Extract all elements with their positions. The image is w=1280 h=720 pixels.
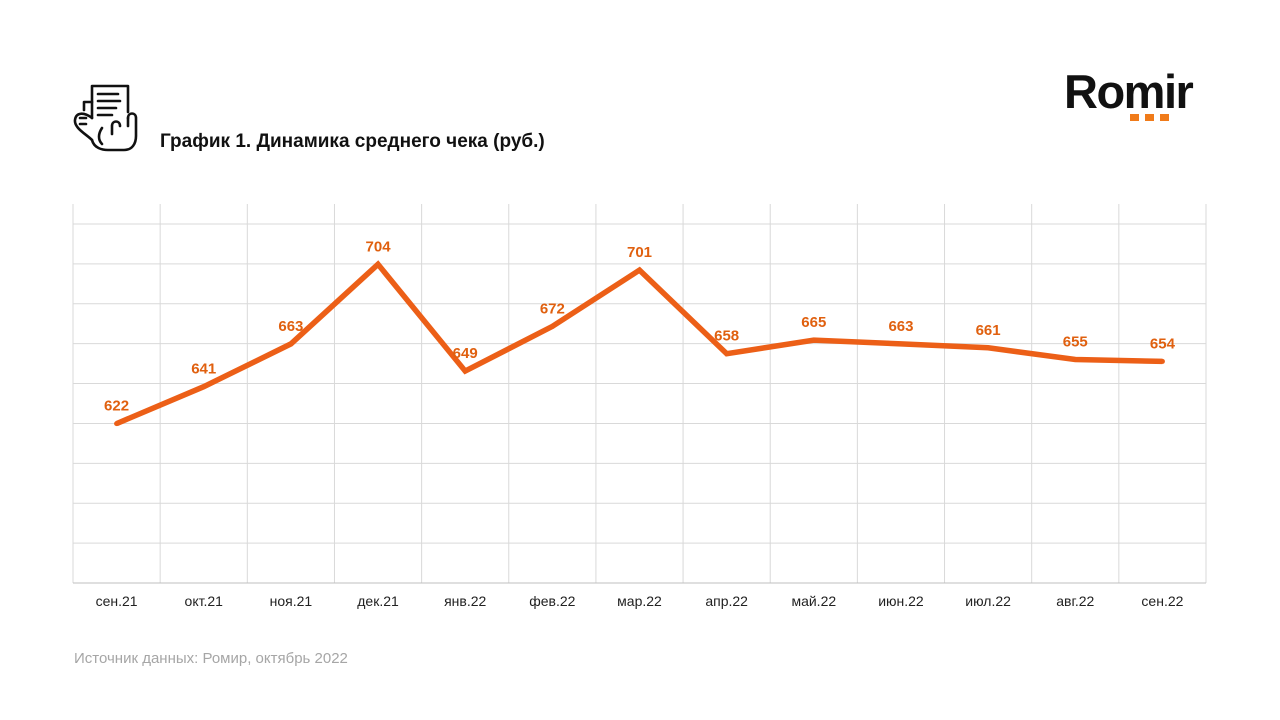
logo-dots [1130, 114, 1169, 121]
data-point [201, 384, 207, 390]
data-point [375, 261, 381, 267]
data-label: 701 [627, 244, 652, 261]
data-label: 672 [540, 300, 565, 317]
x-tick-label: апр.22 [705, 593, 748, 609]
x-tick-label: янв.22 [444, 593, 486, 609]
x-tick-label: фев.22 [529, 593, 575, 609]
logo-dot [1130, 114, 1139, 121]
logo-text: Romir [1064, 65, 1194, 118]
data-point [288, 341, 294, 347]
data-label: 649 [453, 345, 478, 362]
data-label: 658 [714, 328, 739, 345]
data-label: 622 [104, 398, 129, 415]
data-point [898, 341, 904, 347]
x-tick-label: май.22 [791, 593, 836, 609]
data-label: 654 [1150, 335, 1176, 352]
logo-dot [1145, 114, 1154, 121]
data-label: 661 [976, 322, 1001, 339]
x-tick-label: дек.21 [357, 593, 399, 609]
data-label: 665 [801, 314, 826, 331]
data-point [1159, 358, 1165, 364]
data-label: 641 [191, 361, 216, 378]
data-label: 704 [366, 238, 392, 255]
data-label: 663 [278, 318, 303, 335]
data-point [724, 351, 730, 357]
x-tick-label: мар.22 [617, 593, 662, 609]
data-point [114, 421, 120, 427]
chart-title: График 1. Динамика среднего чека (руб.) [160, 131, 545, 152]
x-tick-label: июн.22 [878, 593, 924, 609]
x-tick-label: окт.21 [185, 593, 224, 609]
data-point [1072, 356, 1078, 362]
romir-logo: Romir [1064, 64, 1214, 124]
x-tick-label: сен.21 [96, 593, 138, 609]
receipt-hand-icon [72, 82, 140, 154]
data-point [637, 267, 642, 273]
x-tick-label: авг.22 [1056, 593, 1094, 609]
data-point [462, 368, 468, 374]
data-point [549, 323, 555, 329]
x-tick-label: сен.22 [1141, 593, 1183, 609]
data-point [811, 337, 817, 343]
x-tick-label: ноя.21 [270, 593, 313, 609]
x-tick-label: июл.22 [965, 593, 1011, 609]
data-label: 655 [1063, 333, 1088, 350]
data-point [985, 345, 991, 351]
source-note: Источник данных: Ромир, октябрь 2022 [74, 650, 348, 667]
data-label: 663 [888, 318, 913, 335]
logo-dot [1160, 114, 1169, 121]
